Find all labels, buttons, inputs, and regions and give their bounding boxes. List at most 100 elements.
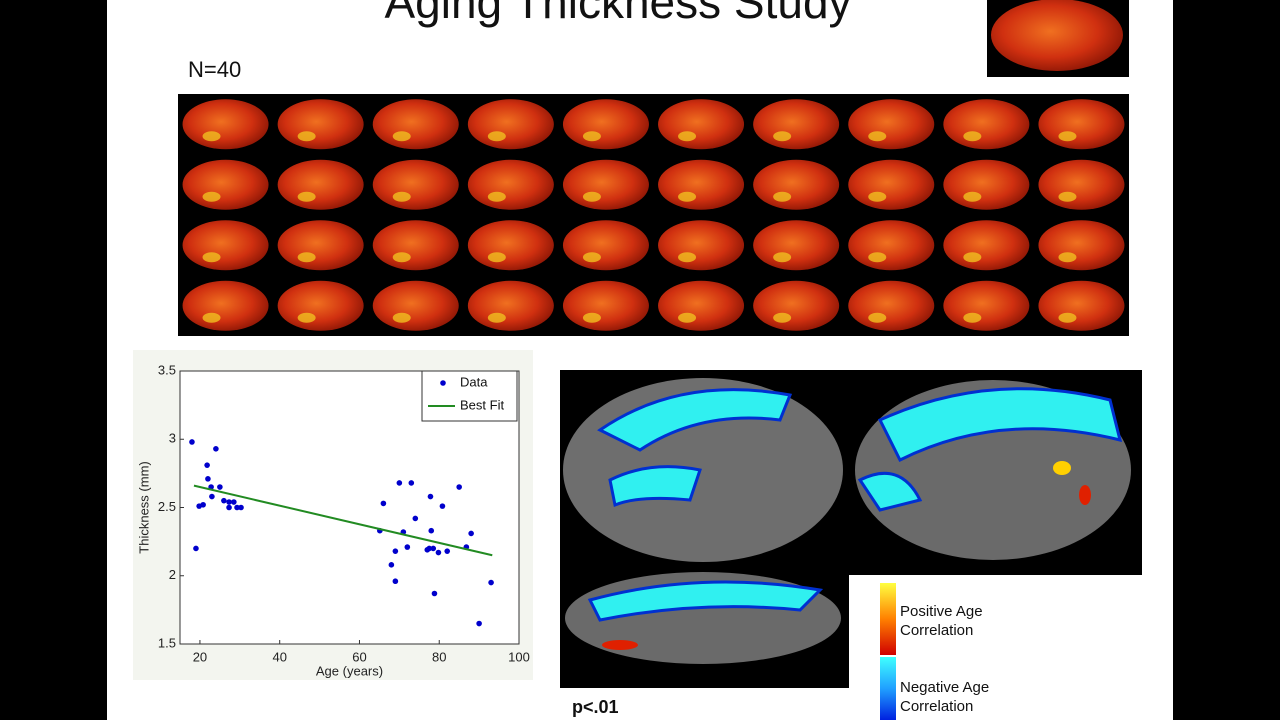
brain xyxy=(658,159,745,210)
data-point xyxy=(226,504,232,511)
brain-highlight xyxy=(582,131,601,142)
data-point xyxy=(217,484,223,490)
brain-highlight xyxy=(202,252,221,263)
brain xyxy=(1038,99,1125,150)
brain xyxy=(182,280,269,331)
brain xyxy=(372,280,459,331)
brain-highlight xyxy=(678,252,697,263)
brain xyxy=(182,220,269,271)
legend-box xyxy=(421,370,518,422)
brain xyxy=(753,280,840,331)
data-point xyxy=(213,446,219,452)
region xyxy=(597,388,793,452)
data-point xyxy=(392,548,399,554)
brain-highlight xyxy=(868,312,887,323)
brain-highlight xyxy=(868,252,887,263)
data-point xyxy=(444,548,451,554)
brain xyxy=(562,280,649,331)
brain xyxy=(372,220,459,271)
data-point xyxy=(456,484,462,490)
data-point xyxy=(234,504,240,511)
y-axis-label: Thickness (mm) xyxy=(136,461,151,553)
data-point xyxy=(468,530,474,537)
brain-highlight xyxy=(868,191,887,202)
brain-highlight xyxy=(202,131,221,142)
y-tick-label: 1.5 xyxy=(158,635,176,650)
x-tick-label: 80 xyxy=(432,649,446,664)
brain xyxy=(943,159,1030,210)
data-point xyxy=(226,499,232,505)
brain-highlight xyxy=(582,312,601,323)
brain-highlight xyxy=(773,312,792,323)
region xyxy=(587,580,824,622)
brain-highlight xyxy=(487,131,506,142)
data-point xyxy=(200,501,206,508)
brain xyxy=(1038,159,1125,210)
brain-highlight xyxy=(392,191,411,202)
brain-highlight xyxy=(963,131,982,142)
legend-marker xyxy=(440,380,446,386)
brain xyxy=(848,280,935,331)
data-point xyxy=(193,545,199,552)
brain xyxy=(753,159,840,210)
brain-highlight xyxy=(582,191,601,202)
legend-label: Best Fit xyxy=(460,397,504,412)
brain-highlight xyxy=(297,312,316,323)
fit-line xyxy=(193,484,493,557)
brain-highlight xyxy=(297,131,316,142)
significance: p<.01 xyxy=(572,697,619,717)
brain xyxy=(562,159,649,210)
brain xyxy=(372,99,459,150)
legend-label: Data xyxy=(460,374,488,389)
brain-thumbnail xyxy=(991,0,1123,71)
brain-highlight xyxy=(392,312,411,323)
brain xyxy=(277,280,364,331)
brain xyxy=(753,220,840,271)
region xyxy=(877,387,1123,463)
brain xyxy=(277,159,364,210)
brain xyxy=(753,99,840,150)
brain xyxy=(848,159,935,210)
negative-regions xyxy=(587,387,1123,622)
brain-grid-cells xyxy=(182,99,1125,331)
brain xyxy=(943,99,1030,150)
x-tick-label: 60 xyxy=(352,649,366,664)
brain xyxy=(562,99,649,150)
brain-highlight xyxy=(297,252,316,263)
brain-highlight xyxy=(392,252,411,263)
data-point xyxy=(238,504,244,511)
y-tick-label: 3 xyxy=(169,431,176,446)
data-point xyxy=(431,590,438,597)
data-point xyxy=(430,545,437,552)
brain-highlight xyxy=(1058,131,1077,142)
brain xyxy=(467,280,554,331)
data-point xyxy=(426,545,433,552)
brain-highlight xyxy=(868,131,887,142)
positive-region xyxy=(602,640,638,650)
data-point xyxy=(439,503,446,509)
brain-highlight xyxy=(773,252,792,263)
region xyxy=(608,465,702,508)
x-axis-label: Age (years) xyxy=(316,663,383,678)
data-point xyxy=(388,562,395,568)
colorbar-label: Positive Age Correlation xyxy=(900,603,983,639)
brain xyxy=(658,280,745,331)
brain xyxy=(943,220,1030,271)
data-point xyxy=(189,439,195,445)
data-point xyxy=(476,620,482,627)
colorbar-negative xyxy=(880,657,896,720)
data-point xyxy=(209,493,215,500)
colorbar-positive xyxy=(880,583,896,655)
region xyxy=(857,471,923,512)
brain xyxy=(467,220,554,271)
brain xyxy=(277,220,364,271)
data-point xyxy=(412,515,419,522)
brain xyxy=(562,220,649,271)
data-point xyxy=(428,527,435,534)
brain-highlight xyxy=(678,312,697,323)
slide-title: Aging Thickness Study xyxy=(384,0,851,28)
brain xyxy=(848,220,935,271)
brain-highlight xyxy=(678,131,697,142)
brain-highlight xyxy=(487,252,506,263)
